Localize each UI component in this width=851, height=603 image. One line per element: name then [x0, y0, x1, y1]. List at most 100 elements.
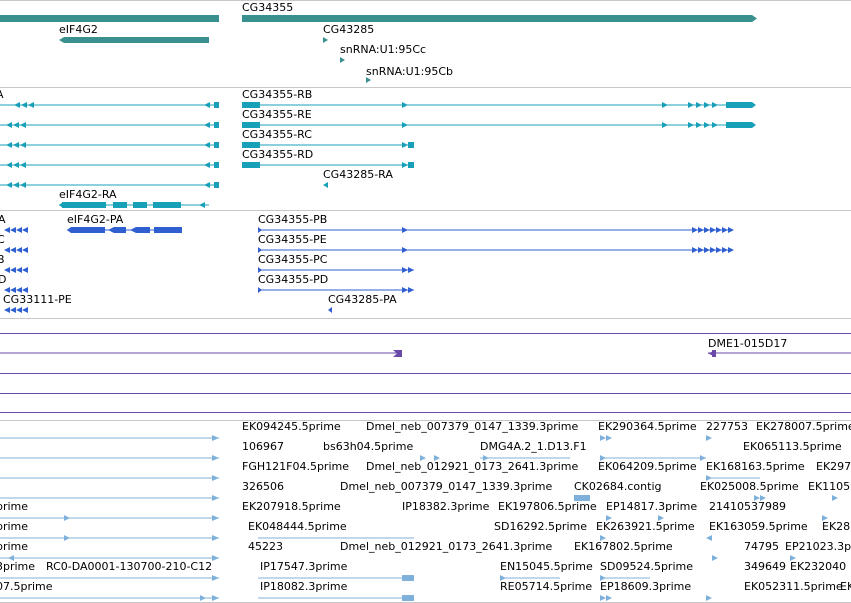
- est-label[interactable]: 45223: [248, 540, 283, 553]
- est-label[interactable]: SD09524.5prime: [600, 560, 693, 573]
- est-label[interactable]: EP18609.3prime: [600, 580, 692, 593]
- est-label[interactable]: EK297: [816, 460, 851, 473]
- transcript-cg34355-rc: [242, 142, 414, 148]
- est-label[interactable]: EK167802.5prime: [574, 540, 673, 553]
- protein-left: [4, 227, 28, 313]
- transcript-cg34355-re: [242, 122, 756, 128]
- protein-label-partial-c[interactable]: C: [0, 233, 5, 246]
- est-label[interactable]: Dmel_neb_012921_0173_2641.3prime: [366, 460, 579, 473]
- transcript-left-arrows: [6, 102, 219, 188]
- protein-track[interactable]: [4, 227, 734, 313]
- est-label[interactable]: 106967: [242, 440, 284, 453]
- clone-line[interactable]: [0, 393, 851, 394]
- transcript-label-cg34355-rc[interactable]: CG34355-RC: [242, 128, 312, 141]
- est-label[interactable]: EK168163.5prime: [706, 460, 805, 473]
- transcript-label-eif4g2-ra[interactable]: eIF4G2-RA: [59, 188, 117, 201]
- est-label[interactable]: EK064209.5prime: [598, 460, 697, 473]
- transcript-cg34355-rb: [242, 102, 756, 108]
- est-label[interactable]: IP18382.3prime: [402, 500, 490, 513]
- protein-label-cg34355-pd[interactable]: CG34355-PD: [258, 273, 329, 286]
- protein-label-cg34355-pb[interactable]: CG34355-PB: [258, 213, 328, 226]
- protein-cg34355-pd: [258, 287, 414, 293]
- est-label[interactable]: EK094245.5prime: [242, 420, 341, 433]
- track-separator: [0, 87, 851, 88]
- est-label[interactable]: RC0-DA0001-130700-210-C12: [46, 560, 213, 573]
- clone-line[interactable]: [0, 333, 851, 334]
- est-label[interactable]: EK025008.5prime: [700, 480, 799, 493]
- est-label[interactable]: 349649: [744, 560, 786, 573]
- est-label-partial[interactable]: prime: [0, 520, 29, 533]
- transcript-label-cg34355-re[interactable]: CG34355-RE: [242, 108, 312, 121]
- gene-label-cg43285[interactable]: CG43285: [323, 23, 375, 36]
- gene-track[interactable]: [0, 15, 757, 83]
- est-label[interactable]: CK02684.contig: [574, 480, 662, 493]
- clone-track[interactable]: [0, 350, 851, 357]
- gene-tick-cg43285[interactable]: [323, 37, 328, 43]
- est-label[interactable]: Dmel_neb_012921_0173_2641.3prime: [340, 540, 553, 553]
- est-label[interactable]: FGH121F04.5prime: [242, 460, 349, 473]
- est-label[interactable]: Dmel_neb_007379_0147_1339.3prime: [340, 480, 553, 493]
- est-label[interactable]: EK163059.5prime: [709, 520, 808, 533]
- est-label[interactable]: bs63h04.5prime: [323, 440, 414, 453]
- gene-bar-eif4g2[interactable]: [59, 37, 209, 43]
- est-label-partial[interactable]: 3prime: [0, 560, 36, 573]
- clone-line[interactable]: [0, 412, 851, 413]
- est-label[interactable]: EK048444.5prime: [248, 520, 347, 533]
- gene-label-snrna-u1-95cb[interactable]: snRNA:U1:95Cb: [366, 65, 454, 78]
- est-label[interactable]: DMG4A.2_1.D13.F1: [480, 440, 587, 453]
- transcript-label-partial-a[interactable]: A: [0, 89, 4, 101]
- est-label[interactable]: IP17547.3prime: [260, 560, 348, 573]
- est-label[interactable]: 74795: [744, 540, 779, 553]
- est-label[interactable]: EK28: [822, 520, 851, 533]
- track-separator: [0, 0, 851, 1]
- track-separator: [0, 420, 851, 421]
- transcript-label-cg43285-ra[interactable]: CG43285-RA: [323, 168, 393, 181]
- gene-bar-left[interactable]: [0, 15, 219, 22]
- protein-label-partial-b[interactable]: B: [0, 253, 5, 266]
- transcript-label-cg34355-rb[interactable]: CG34355-RB: [242, 88, 313, 101]
- est-label[interactable]: 227753: [706, 420, 748, 433]
- est-label[interactable]: EK052311.5prime: [744, 580, 843, 593]
- est-label[interactable]: EP21023.3p: [785, 540, 851, 553]
- est-label[interactable]: Dmel_neb_007379_0147_1339.3prime: [366, 420, 579, 433]
- protein-label-cg34355-pc[interactable]: CG34355-PC: [258, 253, 328, 266]
- est-label[interactable]: 21410537989: [709, 500, 786, 513]
- protein-label-partial-d[interactable]: D: [0, 273, 7, 286]
- clone-line[interactable]: [0, 373, 851, 374]
- protein-label-partial-a[interactable]: A: [0, 213, 6, 226]
- est-label[interactable]: RE05714.5prime: [500, 580, 593, 593]
- est-label[interactable]: EK065113.5prime: [743, 440, 842, 453]
- est-label[interactable]: EK263921.5prime: [596, 520, 695, 533]
- est-label-partial[interactable]: prime: [0, 500, 29, 513]
- gene-label-snrna-u1-95cc[interactable]: snRNA:U1:95Cc: [340, 43, 427, 56]
- est-label-partial[interactable]: 07.5prime: [0, 580, 53, 593]
- protein-label-eif4g2-pa[interactable]: eIF4G2-PA: [67, 213, 124, 226]
- gene-tick-snrna-cc[interactable]: [340, 57, 345, 63]
- est-label[interactable]: EP14817.3prime: [606, 500, 698, 513]
- est-track[interactable]: [0, 435, 838, 601]
- protein-label-cg33111-pe[interactable]: CG33111-PE: [3, 293, 72, 306]
- est-label[interactable]: EK207918.5prime: [242, 500, 341, 513]
- clone-label-dme1-015d17[interactable]: DME1-015D17: [708, 337, 788, 350]
- est-label[interactable]: SD16292.5prime: [494, 520, 587, 533]
- est-label[interactable]: EN15045.5prime: [500, 560, 593, 573]
- est-label[interactable]: EK1105: [808, 480, 851, 493]
- est-label[interactable]: EK197806.5prime: [498, 500, 597, 513]
- gene-label-eif4g2[interactable]: eIF4G2: [59, 23, 98, 36]
- protein-label-cg34355-pe[interactable]: CG34355-PE: [258, 233, 327, 246]
- protein-label-cg43285-pa[interactable]: CG43285-PA: [328, 293, 397, 306]
- transcript-label-cg34355-rd[interactable]: CG34355-RD: [242, 148, 314, 161]
- gene-tick-snrna-cb[interactable]: [366, 77, 371, 83]
- est-label[interactable]: EK290364.5prime: [598, 420, 697, 433]
- est-label[interactable]: EK232040: [790, 560, 847, 573]
- est-label[interactable]: EK278007.5prime: [756, 420, 851, 433]
- est-label-partial[interactable]: prime: [0, 540, 29, 553]
- est-label[interactable]: EK8: [840, 580, 851, 593]
- est-label[interactable]: 326506: [242, 480, 284, 493]
- est-label[interactable]: IP18082.3prime: [260, 580, 348, 593]
- gene-label-cg34355[interactable]: CG34355: [242, 1, 294, 14]
- transcript-track[interactable]: [0, 102, 756, 208]
- gene-bar-cg34355[interactable]: [242, 15, 757, 22]
